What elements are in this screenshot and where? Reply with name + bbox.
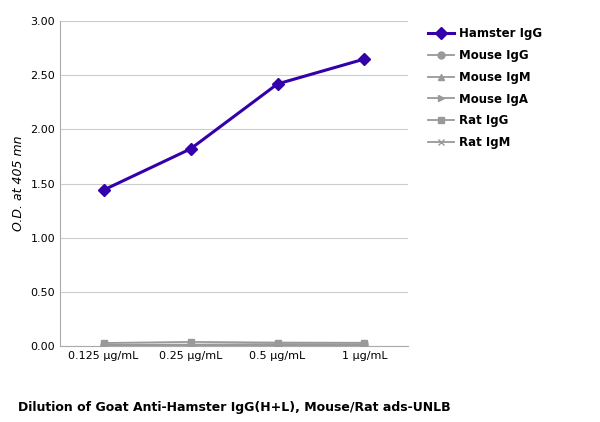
Mouse IgG bbox=[274, 342, 281, 347]
Mouse IgM bbox=[361, 342, 368, 347]
Mouse IgA bbox=[187, 343, 194, 348]
Mouse IgG bbox=[361, 342, 368, 347]
Rat IgM bbox=[100, 343, 107, 348]
Text: Dilution of Goat Anti-Hamster IgG(H+L), Mouse/Rat ads-UNLB: Dilution of Goat Anti-Hamster IgG(H+L), … bbox=[17, 400, 451, 414]
Rat IgG bbox=[187, 339, 194, 344]
Hamster IgG bbox=[361, 57, 368, 62]
Mouse IgM bbox=[274, 341, 281, 346]
Mouse IgA bbox=[361, 342, 368, 347]
Rat IgM bbox=[187, 343, 194, 348]
Hamster IgG bbox=[100, 187, 107, 192]
Mouse IgM bbox=[187, 342, 194, 347]
Hamster IgG bbox=[274, 81, 281, 87]
Mouse IgM bbox=[100, 342, 107, 347]
Y-axis label: O.D. at 405 mn: O.D. at 405 mn bbox=[12, 136, 25, 231]
Line: Mouse IgM: Mouse IgM bbox=[100, 341, 368, 348]
Rat IgM bbox=[274, 343, 281, 348]
Line: Mouse IgG: Mouse IgG bbox=[100, 341, 368, 348]
Rat IgG bbox=[274, 340, 281, 345]
Line: Rat IgG: Rat IgG bbox=[100, 338, 368, 346]
Line: Rat IgM: Rat IgM bbox=[100, 341, 368, 349]
Rat IgG bbox=[361, 340, 368, 345]
Legend: Hamster IgG, Mouse IgG, Mouse IgM, Mouse IgA, Rat IgG, Rat IgM: Hamster IgG, Mouse IgG, Mouse IgM, Mouse… bbox=[428, 27, 542, 149]
Mouse IgG bbox=[100, 342, 107, 347]
Rat IgG bbox=[100, 341, 107, 346]
Hamster IgG bbox=[187, 146, 194, 151]
Mouse IgG bbox=[187, 342, 194, 347]
Mouse IgA bbox=[274, 342, 281, 347]
Rat IgM bbox=[361, 342, 368, 347]
Line: Hamster IgG: Hamster IgG bbox=[100, 55, 368, 194]
Mouse IgA bbox=[100, 343, 107, 348]
Line: Mouse IgA: Mouse IgA bbox=[100, 341, 368, 349]
